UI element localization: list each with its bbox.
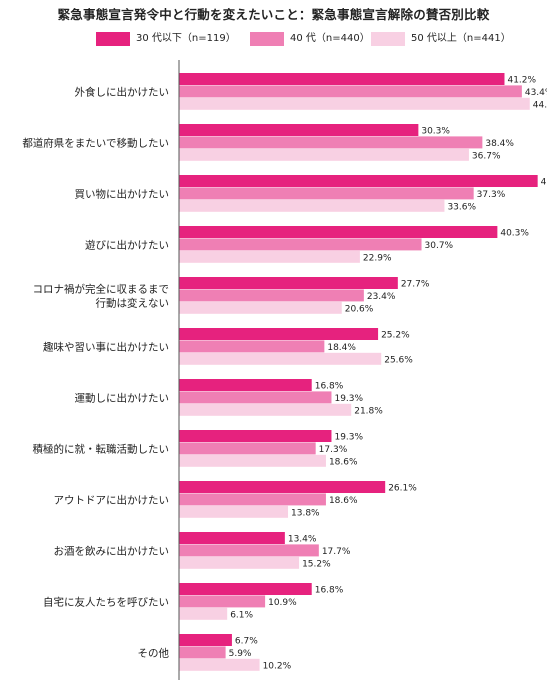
data-label: 19.3% — [334, 394, 363, 404]
bar — [179, 73, 505, 85]
data-label: 13.8% — [291, 508, 320, 518]
data-label: 16.8% — [315, 586, 344, 596]
legend-swatch-30s — [96, 32, 130, 46]
data-label: 27.7% — [401, 280, 430, 290]
category-label: 遊びに出かけたい — [85, 239, 169, 252]
data-label: 17.7% — [322, 547, 351, 557]
category-label: 外食しに出かけたい — [75, 86, 170, 99]
data-label: 30.3% — [421, 127, 450, 137]
data-label: 17.3% — [319, 445, 348, 455]
data-label: 6.7% — [235, 637, 258, 647]
category-label: その他 — [138, 647, 170, 660]
legend-item-30s: 30 代以下（n=119） — [96, 32, 236, 46]
bar — [179, 430, 332, 442]
legend-swatch-50s — [371, 32, 405, 46]
data-label: 13.4% — [288, 535, 317, 545]
chart-title: 緊急事態宣言発令中と行動を変えたいこと：緊急事態宣言解除の賛否別比較 — [57, 7, 490, 22]
data-label: 40.3% — [500, 229, 529, 239]
bar — [179, 85, 522, 98]
bar — [179, 379, 312, 391]
bar — [179, 595, 266, 608]
data-label: 5.9% — [229, 649, 252, 659]
data-label: 21.8% — [354, 406, 383, 416]
category-label: 自宅に友人たちを呼びたい — [43, 596, 169, 609]
data-label: 38.4% — [485, 139, 514, 149]
data-label: 45.4% — [541, 178, 547, 188]
data-label: 18.4% — [327, 343, 356, 353]
bar — [179, 289, 364, 302]
bar — [179, 352, 382, 365]
data-label: 10.2% — [263, 661, 292, 671]
data-label: 25.2% — [381, 331, 410, 341]
bar — [179, 403, 352, 416]
bar — [179, 97, 530, 110]
data-label: 36.7% — [472, 151, 501, 161]
bar — [179, 391, 332, 404]
bar — [179, 340, 325, 353]
legend-label-30s: 30 代以下（n=119） — [136, 33, 236, 44]
data-label: 18.6% — [329, 457, 358, 467]
data-label: 23.4% — [367, 292, 396, 302]
bar — [179, 454, 326, 467]
data-label: 10.9% — [268, 598, 297, 608]
bar — [179, 136, 483, 149]
bar — [179, 301, 342, 314]
bar — [179, 238, 422, 251]
category-label: コロナ禍が完全に収まるまで行動は変えない — [33, 283, 170, 310]
bar — [179, 199, 445, 212]
legend-item-50s: 50 代以上（n=441） — [371, 32, 521, 46]
bar — [179, 607, 228, 620]
data-label: 41.2% — [507, 76, 536, 86]
data-label: 43.4% — [525, 88, 547, 98]
category-label: 都道府県をまたいで移動したい — [22, 137, 169, 150]
category-label: お酒を飲みに出かけたい — [54, 545, 170, 558]
bar — [179, 544, 319, 557]
bar — [179, 226, 498, 238]
data-label: 44.4% — [533, 100, 547, 110]
category-label: 買い物に出かけたい — [75, 188, 170, 201]
bar — [179, 634, 232, 646]
bar — [179, 583, 312, 595]
legend-label-50s: 50 代以上（n=441） — [411, 33, 511, 44]
bar — [179, 556, 300, 569]
bar — [179, 187, 474, 200]
category-label: 趣味や習い事に出かけたい — [43, 341, 169, 354]
bar — [179, 532, 285, 544]
data-label: 26.1% — [388, 484, 417, 494]
bar — [179, 148, 469, 161]
bar — [179, 442, 316, 455]
data-label: 22.9% — [363, 253, 392, 263]
data-label: 18.6% — [329, 496, 358, 506]
data-label: 20.6% — [345, 304, 374, 314]
legend-label-40s: 40 代（n=440） — [290, 33, 370, 44]
bar — [179, 481, 386, 493]
bar — [179, 646, 226, 659]
data-label: 6.1% — [230, 610, 253, 620]
bar — [179, 493, 326, 506]
data-label: 25.6% — [384, 355, 413, 365]
data-label: 30.7% — [425, 241, 454, 251]
data-label: 16.8% — [315, 382, 344, 392]
bar — [179, 124, 419, 136]
bar — [179, 328, 379, 340]
bar — [179, 277, 398, 289]
bar — [179, 175, 538, 187]
bar — [179, 505, 289, 518]
legend-swatch-40s — [250, 32, 284, 46]
bar — [179, 250, 360, 263]
data-label: 37.3% — [477, 190, 506, 200]
category-label: アウトドアに出かけたい — [54, 494, 170, 507]
data-label: 19.3% — [334, 433, 363, 443]
data-label: 15.2% — [302, 559, 331, 569]
data-label: 33.6% — [447, 202, 476, 212]
bar — [179, 658, 260, 671]
category-label: 運動しに出かけたい — [75, 392, 170, 405]
legend-item-40s: 40 代（n=440） — [250, 32, 380, 46]
category-label: 積極的に就・転職活動したい — [33, 443, 170, 456]
